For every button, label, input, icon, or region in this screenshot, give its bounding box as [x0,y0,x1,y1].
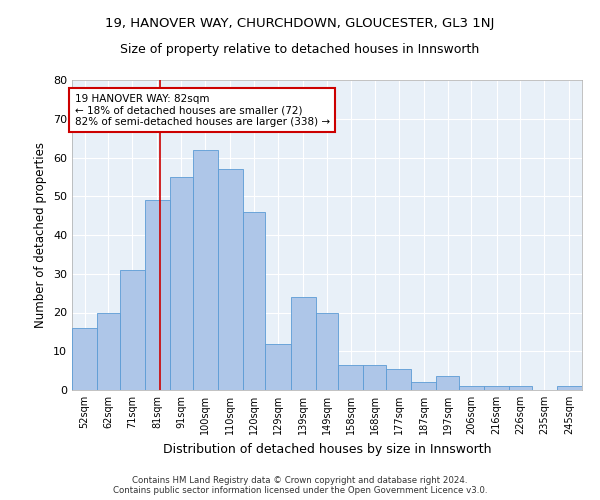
Bar [364,365,386,390]
Bar [120,270,145,390]
Bar [316,312,338,390]
Bar [509,386,532,390]
Bar [265,344,290,390]
Bar [436,376,459,390]
Bar [459,386,484,390]
Bar [557,386,582,390]
Bar [484,386,509,390]
Y-axis label: Number of detached properties: Number of detached properties [34,142,47,328]
Text: 19, HANOVER WAY, CHURCHDOWN, GLOUCESTER, GL3 1NJ: 19, HANOVER WAY, CHURCHDOWN, GLOUCESTER,… [106,18,494,30]
Bar [145,200,170,390]
Bar [338,365,364,390]
Bar [72,328,97,390]
Bar [170,177,193,390]
Text: Size of property relative to detached houses in Innsworth: Size of property relative to detached ho… [121,42,479,56]
Bar [193,150,218,390]
Bar [97,312,120,390]
Bar [411,382,436,390]
Text: 19 HANOVER WAY: 82sqm
← 18% of detached houses are smaller (72)
82% of semi-deta: 19 HANOVER WAY: 82sqm ← 18% of detached … [74,94,329,127]
Bar [218,169,243,390]
Bar [243,212,265,390]
Bar [290,297,316,390]
X-axis label: Distribution of detached houses by size in Innsworth: Distribution of detached houses by size … [163,442,491,456]
Bar [386,368,411,390]
Text: Contains HM Land Registry data © Crown copyright and database right 2024.
Contai: Contains HM Land Registry data © Crown c… [113,476,487,495]
